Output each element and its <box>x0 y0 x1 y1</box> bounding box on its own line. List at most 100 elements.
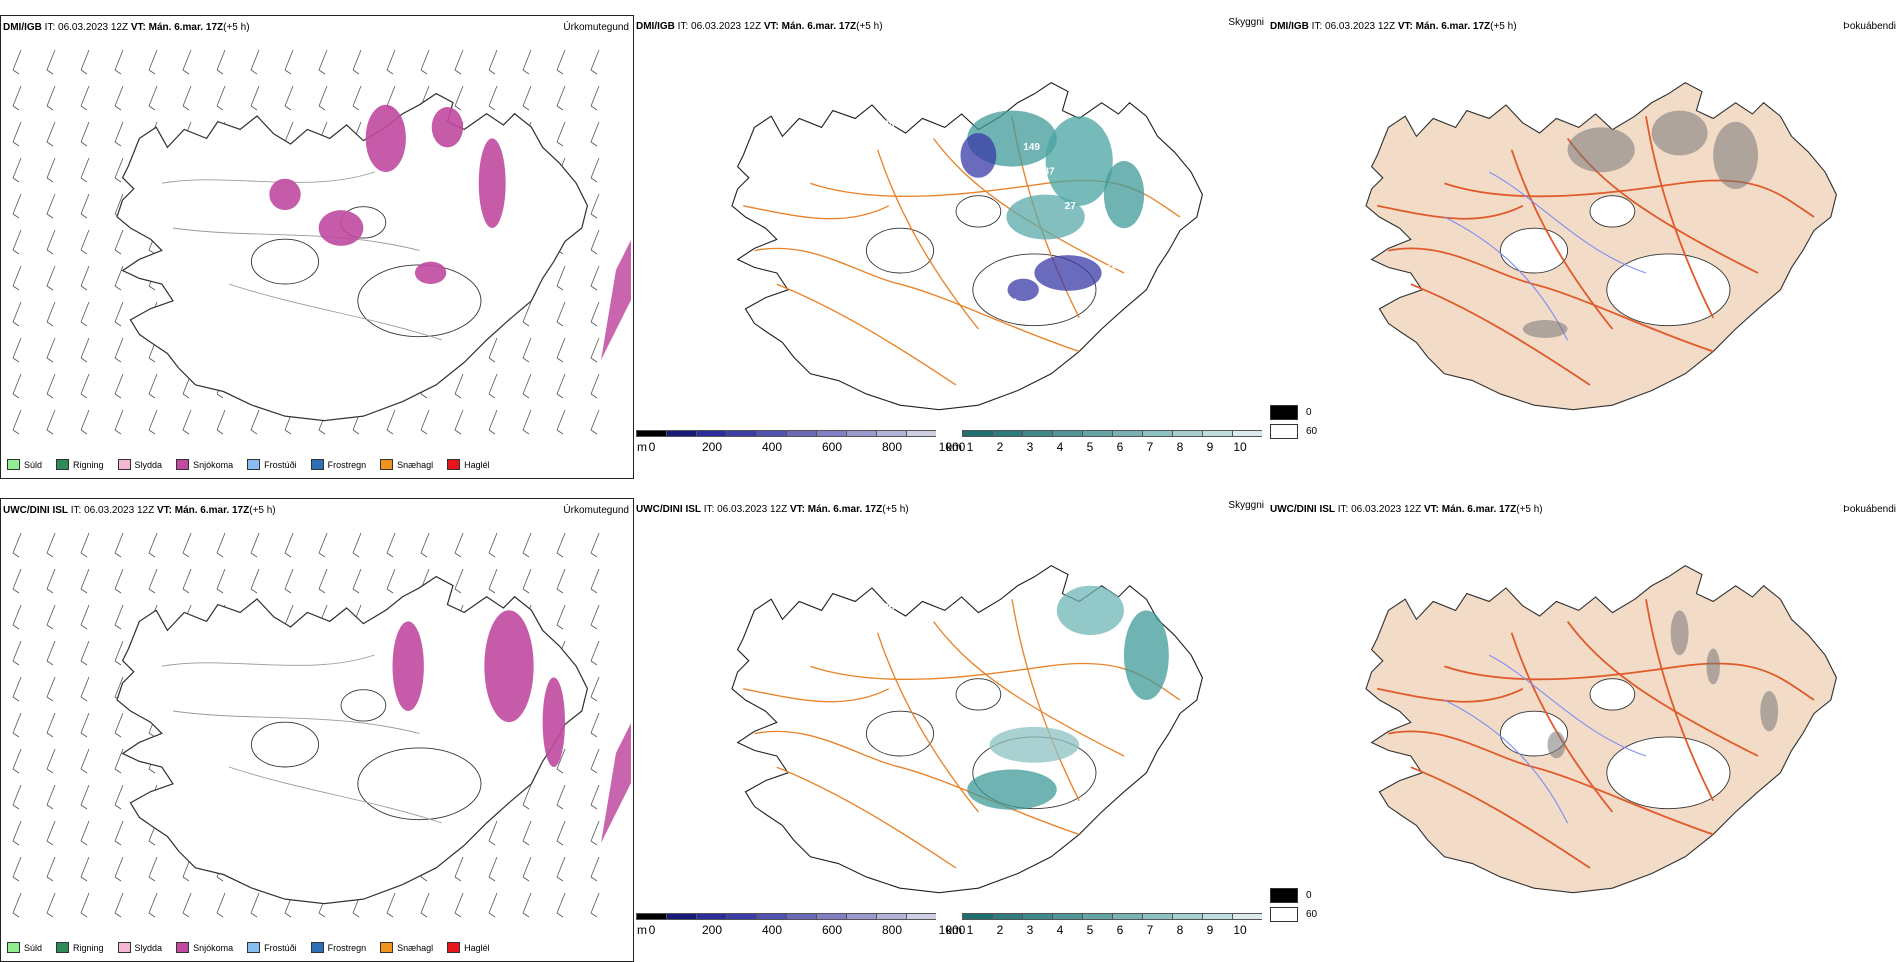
colorbar-segment <box>756 430 786 437</box>
road-line <box>1510 632 1614 813</box>
wind-barb <box>80 604 90 630</box>
fog-area <box>1547 731 1566 759</box>
glacier <box>1606 253 1731 327</box>
legend-item: Súld <box>7 942 42 953</box>
road-line <box>810 179 1181 218</box>
wind-barb <box>46 856 56 882</box>
it-value: 06.03.2023 12Z <box>1351 504 1422 515</box>
wind-barb <box>590 712 600 738</box>
legend-item: Frostregn <box>310 459 366 470</box>
visibility-panel: UWC/DINI ISL IT: 06.03.2023 12Z VT: Mán.… <box>636 498 1272 962</box>
wind-barb <box>488 409 498 435</box>
visibility-tick: 2 <box>996 440 1004 454</box>
fog-panel: UWC/DINI ISL IT: 06.03.2023 12Z VT: Mán.… <box>1270 498 1900 962</box>
colorbar-segment <box>666 913 696 920</box>
snow-area <box>601 723 631 843</box>
vt-value: Mán. 6.mar. 17Z <box>1415 21 1491 32</box>
panel-title: UWC/DINI ISL IT: 06.03.2023 12Z VT: Mán.… <box>636 504 909 515</box>
legend-item: Snæhagl <box>380 942 433 953</box>
wind-barb <box>114 784 124 810</box>
peak-height-label: 149 <box>1023 142 1040 153</box>
wind-barb <box>522 856 532 882</box>
wind-barb <box>556 301 566 327</box>
legend-item: Haglél <box>447 942 490 953</box>
colorbar-segment <box>1172 913 1202 920</box>
wind-barb <box>80 532 90 558</box>
wind-barb <box>556 784 566 810</box>
wind-barb <box>114 301 124 327</box>
vt-label: VT: <box>1397 21 1416 32</box>
wind-barb <box>46 784 56 810</box>
peak-height-label: 27 <box>1065 201 1077 212</box>
legend-swatch <box>7 942 20 953</box>
wind-barb <box>46 676 56 702</box>
peak-height-label: 279 <box>919 662 936 673</box>
wind-barb <box>114 856 124 882</box>
wind-barb <box>590 748 600 774</box>
wind-barb <box>556 373 566 399</box>
wind-barb <box>454 409 464 435</box>
colorbar-segment <box>786 430 816 437</box>
road-line <box>1388 730 1714 836</box>
legend-swatch <box>380 459 394 470</box>
offset: (+5 h) <box>1516 504 1543 515</box>
wind-barb <box>386 49 396 75</box>
peak-height-label: 340 <box>899 154 916 165</box>
road-line <box>1444 662 1815 701</box>
wind-barb <box>80 712 90 738</box>
colorbar-segment <box>876 430 906 437</box>
vt-value: Mán. 6.mar. 17Z <box>781 21 857 32</box>
wind-barb <box>12 373 22 399</box>
precip-map <box>12 49 631 435</box>
wind-barb <box>114 337 124 363</box>
model-name: UWC/DINI ISL <box>636 504 701 515</box>
wind-barb <box>454 856 464 882</box>
snow-area <box>414 261 447 284</box>
wind-barb <box>114 373 124 399</box>
low-visibility-area <box>1045 116 1113 206</box>
peak-height-label: 214 <box>940 213 957 224</box>
wind-barb <box>182 85 192 111</box>
legend-label: Súld <box>24 459 43 470</box>
wind-barb <box>12 337 22 363</box>
wind-barb <box>80 337 90 363</box>
iceland-outline <box>731 564 1203 894</box>
legend-item: Snjókoma <box>176 459 233 470</box>
legend-item: Súld <box>7 459 42 470</box>
wind-barb <box>216 532 226 558</box>
wind-barb <box>182 892 192 918</box>
road-line <box>1410 766 1591 869</box>
it-label: IT: <box>41 22 59 33</box>
it-label: IT: <box>1335 504 1352 515</box>
colorbar-segment <box>696 913 726 920</box>
wind-barb <box>556 532 566 558</box>
precip-panel: DMI/IGB IT: 06.03.2023 12Z VT: Mán. 6.ma… <box>0 15 634 479</box>
wind-barb <box>488 892 498 918</box>
wind-barb <box>522 532 532 558</box>
cloud-legend: 0 60 <box>1270 888 1317 926</box>
legend-swatch <box>176 942 190 953</box>
legend-item: Snjókoma <box>176 942 233 953</box>
wind-barb <box>250 49 260 75</box>
road-line <box>876 149 979 330</box>
wind-barb <box>80 784 90 810</box>
wind-barb <box>250 892 260 918</box>
wind-barb <box>454 532 464 558</box>
low-visibility-area <box>1124 610 1169 700</box>
wind-barb <box>250 568 260 594</box>
iceland-outline <box>1365 564 1837 894</box>
road-line <box>1377 204 1524 220</box>
wind-barb <box>590 193 600 219</box>
colorbar-segment <box>1052 430 1082 437</box>
road-line <box>754 247 1080 353</box>
colorbar-segment <box>636 430 666 437</box>
vt-label: VT: <box>1423 504 1442 515</box>
colorbar-segment <box>846 913 876 920</box>
wind-barb <box>522 337 532 363</box>
road-line <box>1645 599 1715 802</box>
colorbar-segment <box>666 430 696 437</box>
glacier <box>955 678 1002 711</box>
snow-area <box>392 621 424 711</box>
wind-barb <box>46 568 56 594</box>
wind-barb <box>12 229 22 255</box>
